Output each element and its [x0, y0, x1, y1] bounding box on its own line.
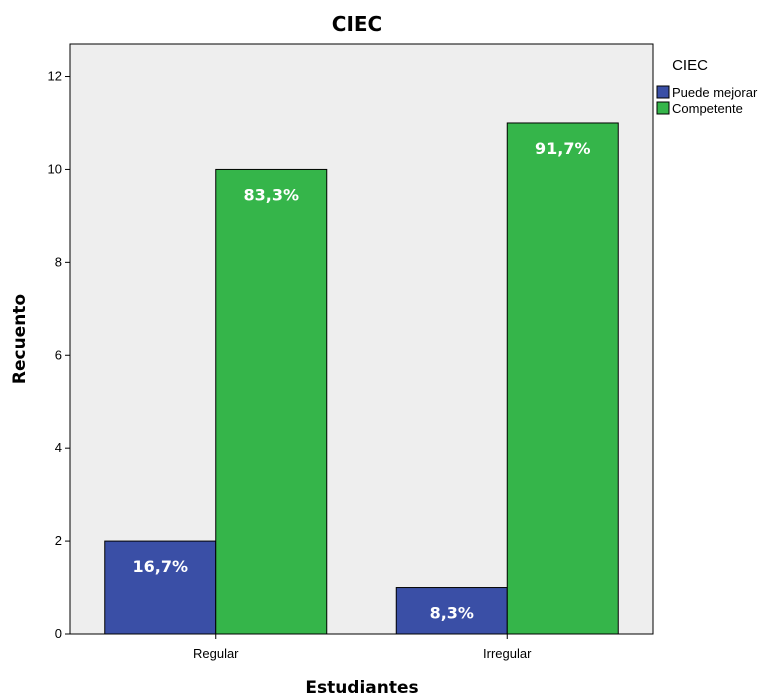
y-tick-label: 8	[55, 254, 62, 269]
bar	[104, 540, 217, 635]
legend-item-label: Competente	[672, 101, 743, 116]
x-tick-label: Regular	[193, 646, 239, 661]
y-tick-label: 4	[55, 440, 62, 455]
y-axis-title: Recuento	[10, 294, 30, 384]
x-axis: Regular Irregular	[193, 634, 532, 661]
y-axis: 0 2 4 6 8 10 12	[48, 69, 70, 641]
legend-swatch	[656, 85, 670, 99]
bar-data-label: 91,7%	[535, 139, 591, 158]
bar-data-label: 83,3%	[243, 185, 299, 204]
bar	[395, 587, 508, 635]
legend-title: CIEC	[672, 57, 708, 74]
x-tick-label: Irregular	[483, 646, 532, 661]
chart-title: CIEC	[332, 12, 382, 36]
y-tick-label: 6	[55, 347, 62, 362]
x-axis-title: Estudiantes	[305, 678, 418, 698]
y-tick-label: 2	[55, 533, 62, 548]
legend-item-label: Puede mejorar	[672, 85, 758, 100]
y-tick-label: 0	[55, 626, 62, 641]
y-tick-label: 10	[48, 161, 62, 176]
y-tick-label: 12	[48, 69, 62, 84]
bars-group: 16,7% 83,3% 8,3% 91,7%	[104, 122, 619, 635]
bar-data-label: 8,3%	[430, 604, 474, 623]
bar	[506, 122, 619, 635]
legend-swatch	[656, 101, 670, 115]
bar-data-label: 16,7%	[132, 557, 188, 576]
bar	[215, 168, 328, 635]
